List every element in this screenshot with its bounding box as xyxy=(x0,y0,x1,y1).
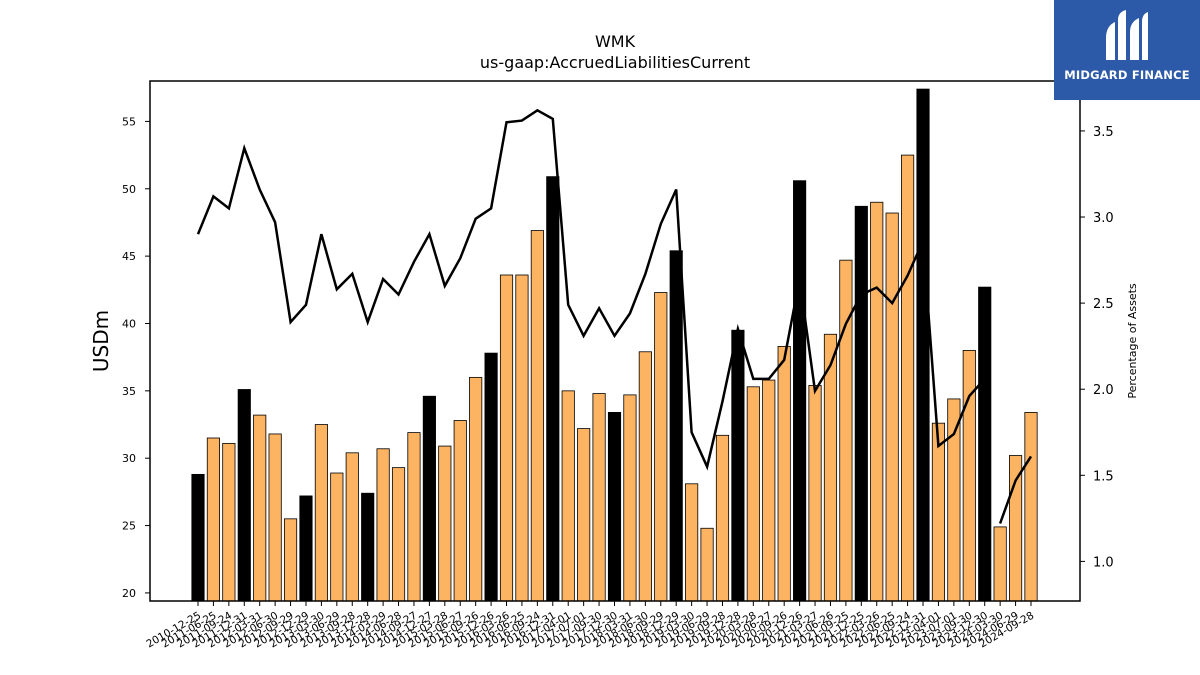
brand-name: MIDGARD FINANCE xyxy=(1064,68,1190,82)
bar xyxy=(978,286,992,602)
bar xyxy=(484,352,498,602)
bar xyxy=(561,390,575,602)
bar xyxy=(854,205,868,602)
y2-tick-label: 3.5 xyxy=(1093,125,1114,140)
bar xyxy=(947,398,961,602)
bar xyxy=(623,394,637,602)
bar xyxy=(253,414,267,602)
bar xyxy=(453,420,467,602)
bar xyxy=(931,422,946,602)
bar xyxy=(391,467,406,602)
y2-axis-label: Percentage of Assets xyxy=(1126,283,1139,399)
bar xyxy=(685,483,699,602)
bar xyxy=(515,274,529,602)
y-tick-label: 40 xyxy=(122,317,136,330)
y-tick-label: 35 xyxy=(122,385,136,398)
y2-tick-label: 1.0 xyxy=(1093,555,1114,570)
chart-title: WMK xyxy=(594,32,636,51)
bar xyxy=(607,411,622,602)
y2-tick-label: 1.5 xyxy=(1093,469,1114,484)
bar xyxy=(777,345,791,602)
bar xyxy=(546,176,560,602)
y2-tick-label: 2.0 xyxy=(1093,383,1114,398)
y-axis-right: 1.0 1.5 2.0 2.5 3.0 3.5 xyxy=(1080,125,1114,570)
bar xyxy=(669,250,683,602)
bar xyxy=(499,274,514,602)
chart-subtitle: us-gaap:AccruedLiabilitiesCurrent xyxy=(479,53,751,72)
bar xyxy=(592,393,606,602)
bar xyxy=(654,292,668,602)
bar xyxy=(793,180,807,602)
y-tick-label: 50 xyxy=(122,183,136,196)
bar xyxy=(885,212,899,602)
bar xyxy=(993,526,1007,602)
bar xyxy=(237,389,251,602)
bar xyxy=(299,495,313,602)
bar xyxy=(715,434,730,602)
bar xyxy=(916,88,930,602)
bar xyxy=(330,472,344,602)
bar xyxy=(577,428,591,602)
bar xyxy=(638,351,652,602)
bar xyxy=(700,527,714,602)
y2-tick-label: 2.5 xyxy=(1093,297,1114,312)
y-axis-label: USDm xyxy=(89,310,113,372)
bar xyxy=(746,386,760,602)
bar xyxy=(870,201,884,602)
bar xyxy=(283,518,298,602)
bar xyxy=(361,492,375,602)
bar xyxy=(345,452,359,602)
bar xyxy=(901,154,915,602)
brand-logo: MIDGARD FINANCE xyxy=(1054,0,1200,100)
bar-series xyxy=(191,88,1038,602)
bar xyxy=(407,432,421,602)
y-axis-left: 20 25 30 35 40 45 50 55 xyxy=(122,115,150,600)
bar xyxy=(469,376,483,602)
bar xyxy=(839,259,853,602)
bar xyxy=(1024,411,1038,602)
bar xyxy=(1009,455,1023,602)
bar xyxy=(314,424,328,602)
line-series xyxy=(196,108,1033,524)
y-tick-label: 25 xyxy=(122,520,136,533)
bar xyxy=(191,473,205,602)
y-tick-label: 45 xyxy=(122,250,136,263)
bar xyxy=(268,433,282,602)
y-tick-label: 30 xyxy=(122,452,136,465)
bar xyxy=(222,442,236,602)
bar xyxy=(422,395,436,602)
bar xyxy=(376,448,390,602)
bar xyxy=(206,437,220,602)
bar xyxy=(762,379,776,602)
y2-tick-label: 3.0 xyxy=(1093,211,1114,226)
y-tick-label: 55 xyxy=(122,115,136,128)
y-tick-label: 20 xyxy=(122,587,136,600)
bar xyxy=(731,329,745,602)
percentage-line xyxy=(196,108,1033,524)
bar xyxy=(530,230,544,602)
x-axis: 2010-12-252011-06-252011-09-242011-12-31… xyxy=(144,601,1036,651)
bar xyxy=(808,385,822,602)
bar xyxy=(438,445,452,602)
bar xyxy=(962,350,976,602)
brand-mark-icon xyxy=(1106,10,1148,60)
